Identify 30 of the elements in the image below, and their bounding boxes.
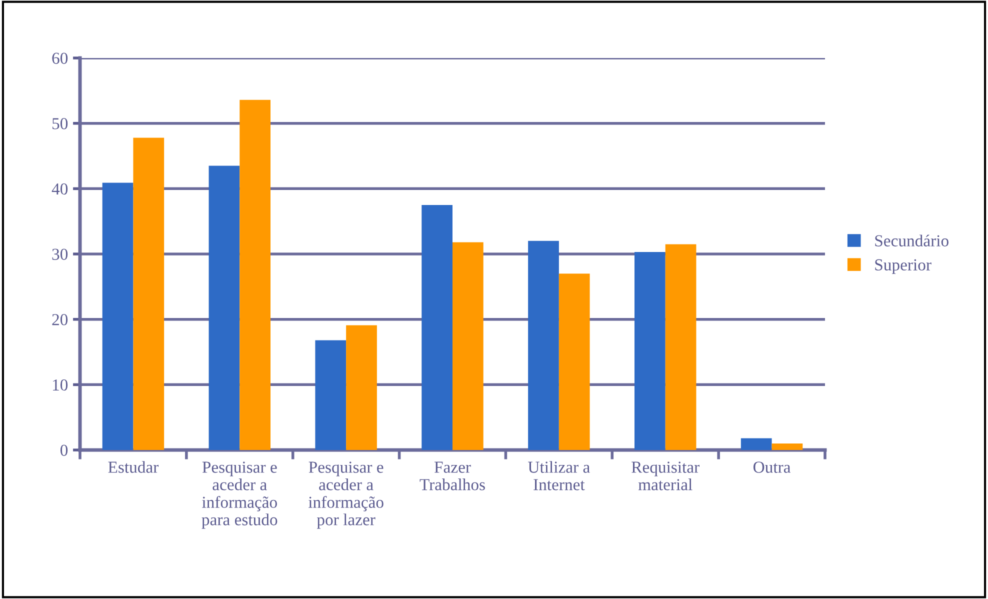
x-tick-label: Utilizar a Internet xyxy=(528,461,590,490)
bar xyxy=(772,443,803,450)
y-tick-label: 0 xyxy=(60,444,68,456)
x-tick-label: Estudar xyxy=(108,461,159,473)
bar xyxy=(133,138,164,450)
bar xyxy=(528,240,559,450)
y-tick-label: 60 xyxy=(52,52,68,64)
bar xyxy=(422,205,452,450)
bar xyxy=(315,340,346,450)
x-tick-label: Requisitar material xyxy=(632,462,700,490)
legend-label: Secundário xyxy=(875,234,948,246)
y-tick-label: 10 xyxy=(52,379,68,391)
x-tick-label: Outra xyxy=(753,462,791,473)
x-tick-label: Pesquisar e aceder a informação por lazer xyxy=(308,462,384,529)
bar xyxy=(558,274,590,450)
bar xyxy=(346,325,377,450)
x-tick-label: Fazer Trabalhos xyxy=(420,462,485,490)
bar xyxy=(208,166,240,450)
bar xyxy=(102,182,134,450)
bar xyxy=(665,244,696,450)
y-tick-label: 20 xyxy=(52,314,68,326)
bar xyxy=(240,100,271,450)
bar xyxy=(452,242,484,450)
bar xyxy=(634,252,666,450)
bar xyxy=(740,438,772,450)
y-tick-label: 40 xyxy=(52,183,68,195)
x-tick-label: Pesquisar e aceder a informação para estudo xyxy=(202,462,278,529)
y-tick-label: 30 xyxy=(52,248,68,260)
y-tick-label: 50 xyxy=(52,118,68,130)
legend-label: Superior xyxy=(875,259,932,274)
